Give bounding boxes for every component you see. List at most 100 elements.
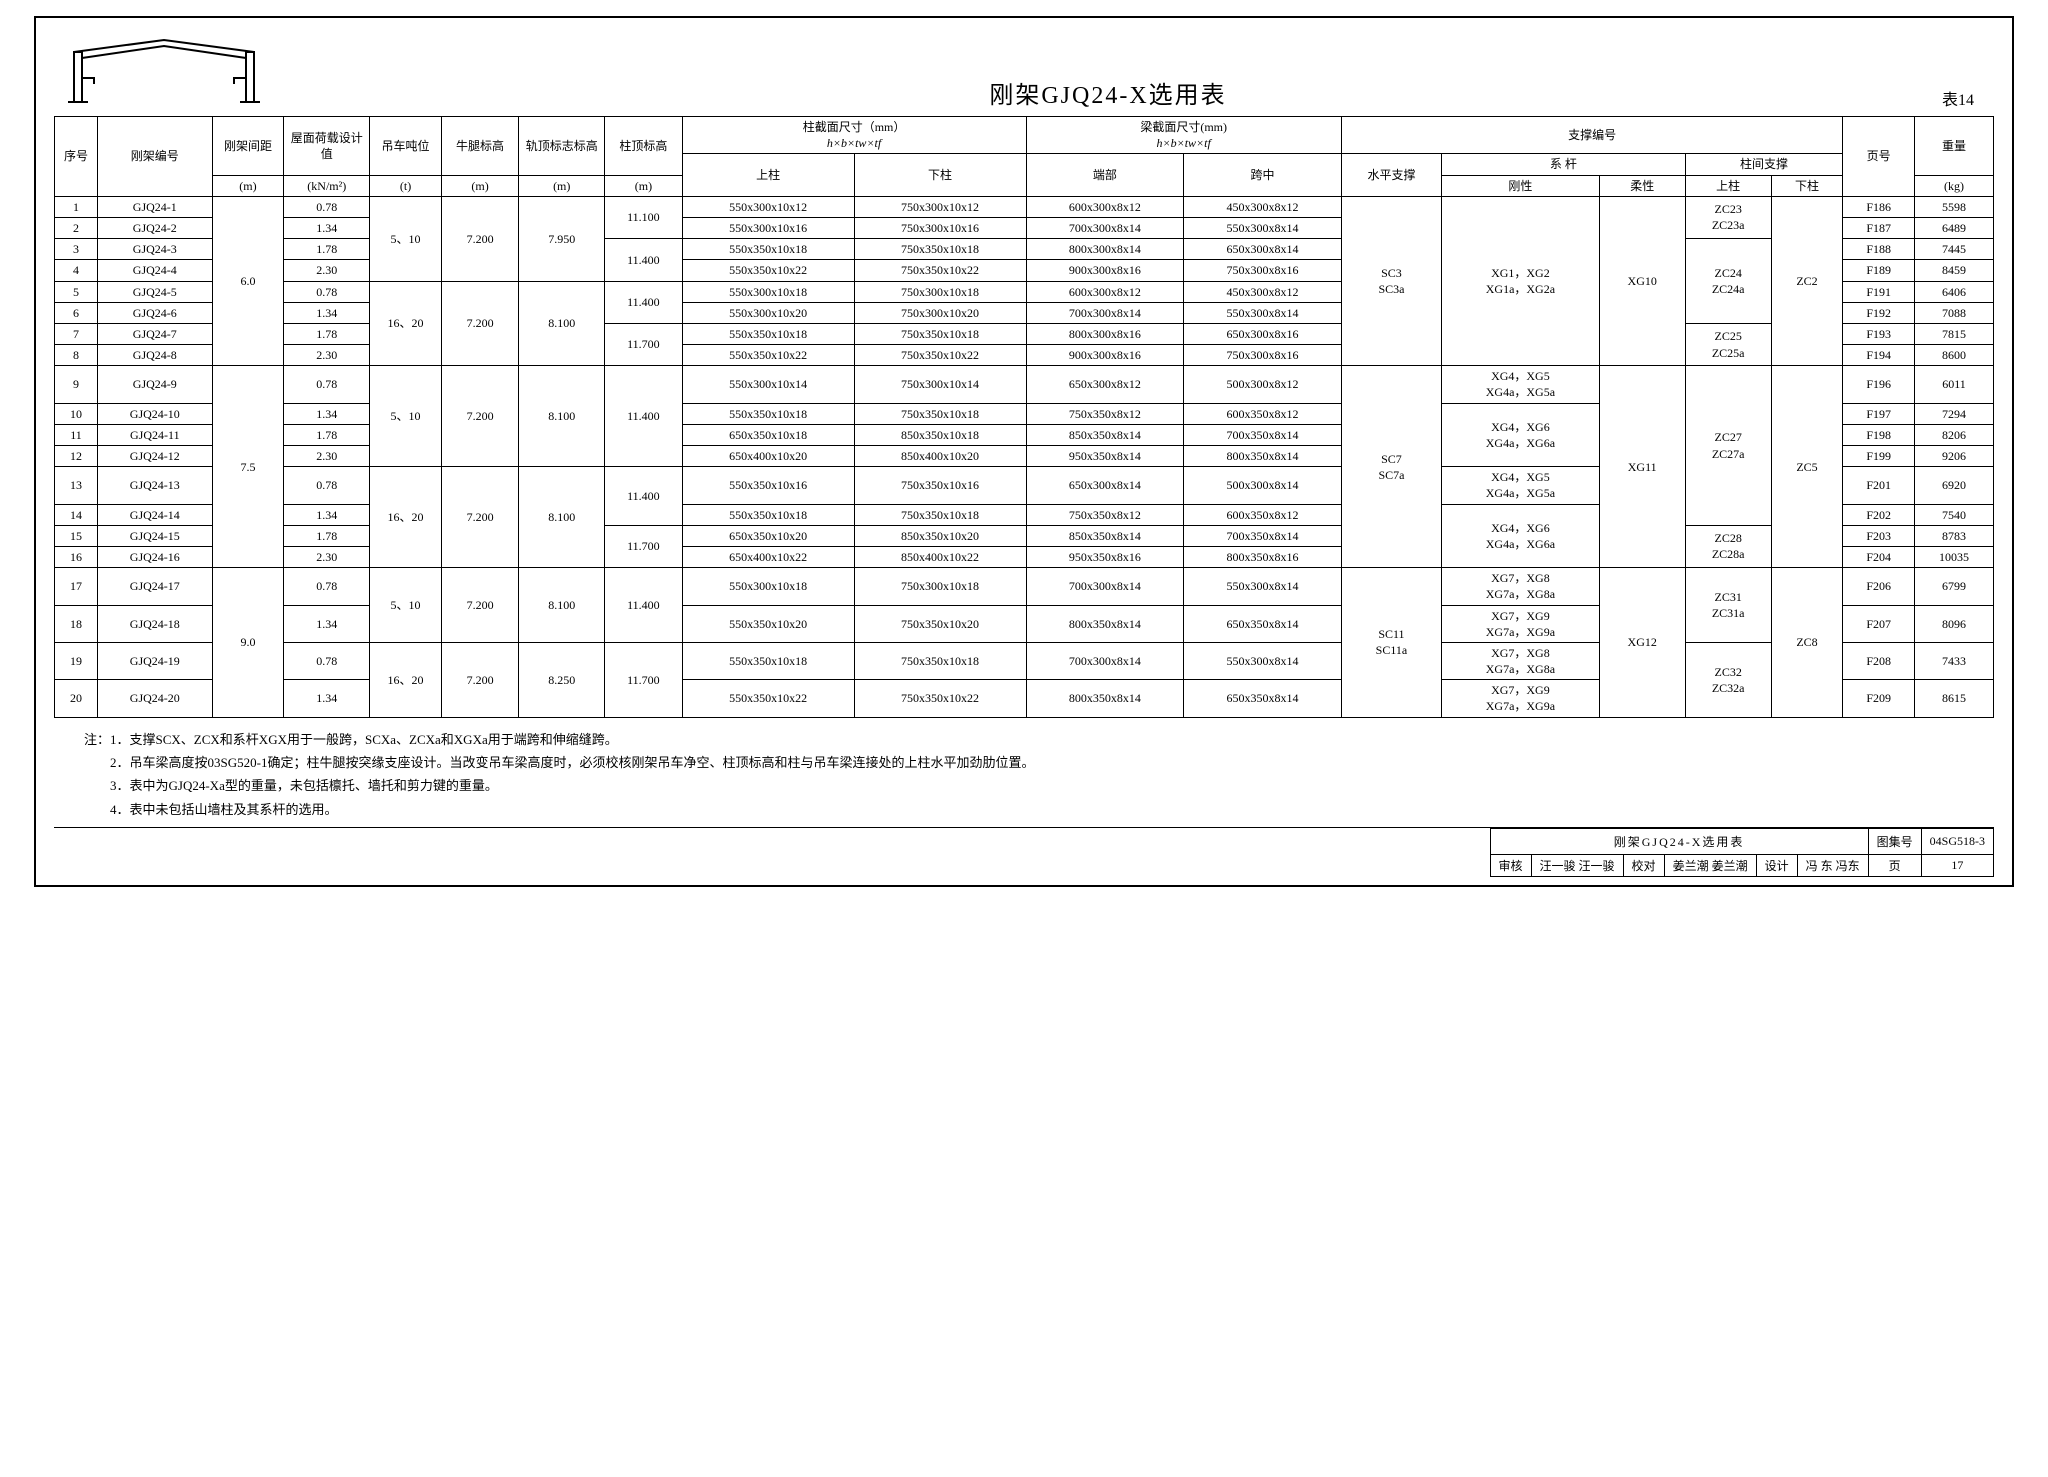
table-cell: 750x350x10x22 [854, 260, 1026, 281]
table-cell: 550x300x10x14 [682, 366, 854, 403]
table-cell: XG7，XG8XG7a，XG8a [1442, 568, 1600, 605]
th-seq: 序号 [55, 117, 98, 197]
table-cell: XG4，XG6XG4a，XG6a [1442, 403, 1600, 467]
th-rail-unit: (m) [519, 175, 605, 196]
table-cell: 11.700 [605, 525, 682, 567]
table-cell: 750x350x10x16 [854, 467, 1026, 504]
th-rail: 轨顶标志标高 [519, 117, 605, 176]
table-cell: 6011 [1915, 366, 1994, 403]
table-cell: ZC5 [1771, 366, 1843, 568]
table-cell: 550x300x10x18 [682, 281, 854, 302]
table-cell: 550x350x10x20 [682, 605, 854, 642]
table-cell: 900x300x8x16 [1026, 345, 1184, 366]
th-crane: 吊车吨位 [370, 117, 442, 176]
selection-table: 序号 刚架编号 刚架间距 屋面荷载设计值 吊车吨位 牛腿标高 轨顶标志标高 柱顶… [54, 116, 1994, 718]
table-cell: 5、10 [370, 196, 442, 281]
table-cell: 750x350x10x18 [854, 323, 1026, 344]
th-coltop-unit: (m) [605, 175, 682, 196]
table-cell: F191 [1843, 281, 1915, 302]
table-cell: 11.700 [605, 323, 682, 365]
table-row: 1GJQ24-16.00.785、107.2007.95011.100550x3… [55, 196, 1994, 217]
table-cell: 1.34 [284, 680, 370, 717]
table-cell: 8615 [1915, 680, 1994, 717]
th-weight: 重量 [1915, 117, 1994, 176]
table-cell: GJQ24-10 [97, 403, 212, 424]
table-cell: 9 [55, 366, 98, 403]
table-cell: 750x350x10x20 [854, 605, 1026, 642]
table-cell: F207 [1843, 605, 1915, 642]
table-cell: GJQ24-18 [97, 605, 212, 642]
table-cell: 6.0 [212, 196, 284, 366]
table-cell: 650x300x8x16 [1184, 323, 1342, 344]
table-cell: 550x350x10x16 [682, 467, 854, 504]
table-cell: 7433 [1915, 642, 1994, 679]
table-cell: 11.700 [605, 642, 682, 717]
table-cell: XG1，XG2XG1a，XG2a [1442, 196, 1600, 366]
table-cell: 20 [55, 680, 98, 717]
table-cell: 1.34 [284, 605, 370, 642]
portal-frame-icon [54, 30, 274, 110]
table-cell: 3 [55, 239, 98, 260]
table-cell: 16、20 [370, 467, 442, 568]
table-cell: F194 [1843, 345, 1915, 366]
table-row: 17GJQ24-179.00.785、107.2008.10011.400550… [55, 568, 1994, 605]
table-cell: 750x300x8x16 [1184, 260, 1342, 281]
table-cell: ZC25ZC25a [1685, 323, 1771, 365]
table-cell: 750x350x10x18 [854, 504, 1026, 525]
table-cell: 2 [55, 217, 98, 238]
table-cell: 11.400 [605, 239, 682, 281]
table-cell: 9.0 [212, 568, 284, 718]
th-upper-col: 上柱 [682, 154, 854, 196]
table-cell: 750x350x10x18 [854, 403, 1026, 424]
table-cell: 750x350x10x18 [854, 239, 1026, 260]
table-cell: 5、10 [370, 366, 442, 467]
table-cell: 500x300x8x12 [1184, 366, 1342, 403]
table-cell: ZC23ZC23a [1685, 196, 1771, 238]
table-cell: 0.78 [284, 366, 370, 403]
table-row: 19GJQ24-190.7816、207.2008.25011.700550x3… [55, 642, 1994, 679]
table-cell: 1.78 [284, 323, 370, 344]
table-cell: 0.78 [284, 642, 370, 679]
table-cell: 2.30 [284, 546, 370, 567]
th-beam-end: 端部 [1026, 154, 1184, 196]
table-cell: SC3SC3a [1341, 196, 1441, 366]
table-cell: 7294 [1915, 403, 1994, 424]
table-cell: 900x300x8x16 [1026, 260, 1184, 281]
table-cell: 0.78 [284, 467, 370, 504]
table-cell: 700x300x8x14 [1026, 568, 1184, 605]
tb-title: 刚架GJQ24-X选用表 [1490, 829, 1868, 855]
table-cell: 800x350x8x14 [1026, 680, 1184, 717]
table-cell: 7.200 [441, 281, 518, 366]
table-cell: 11.100 [605, 196, 682, 238]
note-2: 2．吊车梁高度按03SG520-1确定；柱牛腿按突缘支座设计。当改变吊车梁高度时… [110, 755, 1034, 770]
table-cell: F188 [1843, 239, 1915, 260]
table-cell: 14 [55, 504, 98, 525]
table-cell: 700x300x8x14 [1026, 302, 1184, 323]
table-cell: 800x300x8x14 [1026, 239, 1184, 260]
table-cell: 5598 [1915, 196, 1994, 217]
table-cell: 750x350x8x12 [1026, 403, 1184, 424]
table-cell: XG7，XG9XG7a，XG9a [1442, 680, 1600, 717]
table-cell: F208 [1843, 642, 1915, 679]
table-cell: 650x350x10x20 [682, 525, 854, 546]
table-cell: 7 [55, 323, 98, 344]
table-cell: 8 [55, 345, 98, 366]
table-cell: 850x350x10x20 [854, 525, 1026, 546]
table-cell: 8600 [1915, 345, 1994, 366]
table-cell: 7.950 [519, 196, 605, 281]
table-cell: ZC32ZC32a [1685, 642, 1771, 717]
tb-page-no: 17 [1921, 855, 1993, 877]
table-cell: ZC8 [1771, 568, 1843, 718]
table-cell: 7.5 [212, 366, 284, 568]
th-beam-mid: 跨中 [1184, 154, 1342, 196]
table-cell: 550x350x10x18 [682, 403, 854, 424]
table-cell: 2.30 [284, 446, 370, 467]
notes: 注：1．支撑SCX、ZCX和系杆XGX用于一般跨，SCXa、ZCXa和XGXa用… [84, 728, 1994, 822]
table-cell: 7.200 [441, 196, 518, 281]
table-cell: 550x350x10x18 [682, 642, 854, 679]
table-cell: 10 [55, 403, 98, 424]
table-cell: 850x400x10x22 [854, 546, 1026, 567]
table-cell: 7540 [1915, 504, 1994, 525]
table-cell: 650x300x8x14 [1184, 239, 1342, 260]
table-cell: 19 [55, 642, 98, 679]
